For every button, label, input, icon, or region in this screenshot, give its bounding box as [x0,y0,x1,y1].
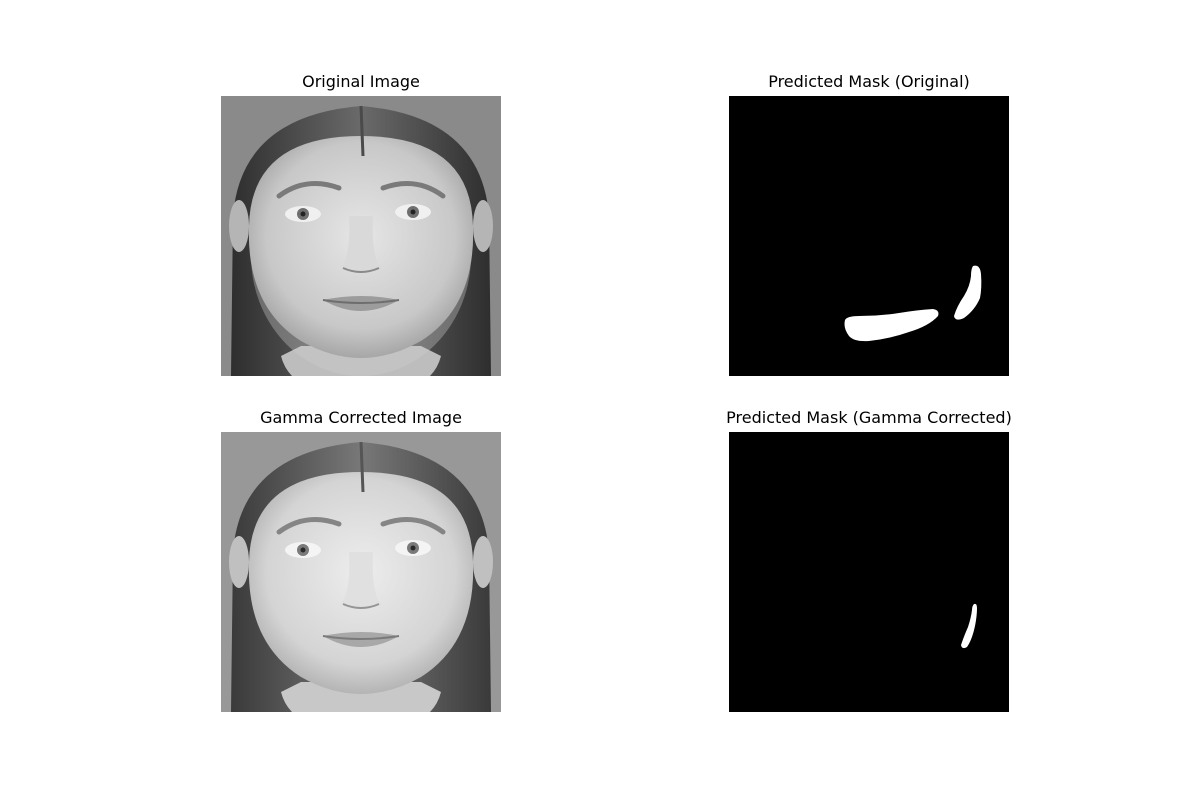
panel-title-predicted-mask-gamma: Predicted Mask (Gamma Corrected) [726,408,1012,427]
predicted-mask-gamma [729,432,1009,712]
mask-region-right [954,265,982,320]
predicted-mask-original [729,96,1009,376]
panel-title-original-image: Original Image [302,72,420,91]
gamma-corrected-image [221,432,501,712]
mask-original-svg [729,96,1009,376]
face-portrait-original [221,96,501,376]
panel-title-predicted-mask-original: Predicted Mask (Original) [768,72,970,91]
mask-region-left [844,309,939,342]
original-image [221,96,501,376]
mask-gamma-svg [729,432,1009,712]
mask-region [961,603,977,649]
panel-title-gamma-corrected-image: Gamma Corrected Image [260,408,462,427]
face-portrait-gamma [221,432,501,712]
